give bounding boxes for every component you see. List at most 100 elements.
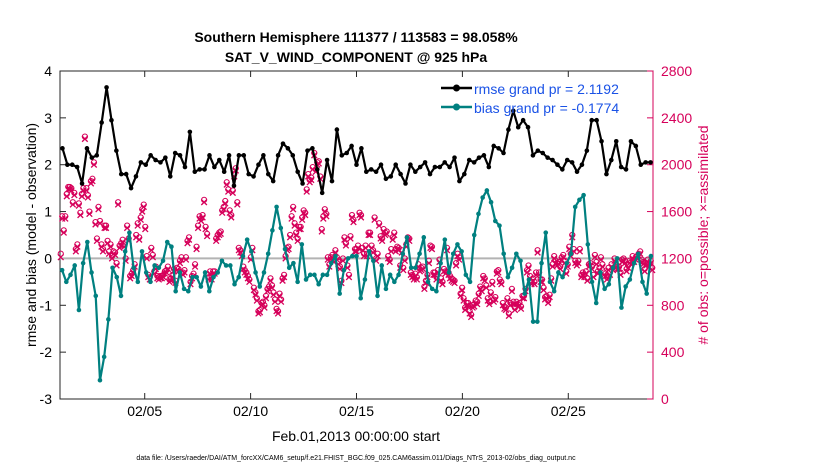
bias-point	[244, 237, 250, 242]
y-left-tick-label: 0	[44, 250, 52, 266]
rmse-point	[241, 153, 247, 158]
obs-assimilated-point	[484, 297, 492, 304]
bias-point	[85, 239, 90, 245]
rmse-point	[520, 117, 526, 123]
rmse-point	[403, 181, 408, 186]
bias-series	[59, 188, 654, 383]
obs-assimilated-point	[295, 225, 303, 233]
obs-assimilated-point	[353, 248, 360, 255]
obs-assimilated-point	[60, 229, 68, 236]
rmse-point	[109, 117, 114, 123]
rmse-point	[221, 169, 227, 175]
rmse-point	[114, 148, 119, 153]
legend-rmse-label: rmse grand pr = 2.1192	[474, 81, 619, 97]
obs-assimilated-point	[71, 191, 78, 199]
obs-assimilated-point	[277, 298, 285, 306]
rmse-point	[530, 153, 536, 158]
rmse-point	[609, 157, 614, 163]
rmse-point	[89, 155, 95, 160]
obs-assimilated-point	[163, 269, 170, 276]
bias-point	[614, 256, 620, 261]
y-right-tick-label: 1200	[661, 250, 692, 266]
rmse-point	[550, 157, 555, 163]
rmse-point	[167, 174, 173, 179]
obs-assimilated-point	[268, 284, 276, 291]
bias-point	[560, 274, 565, 280]
obs-assimilated-point	[291, 222, 298, 229]
bias-point	[421, 235, 427, 240]
bias-point	[270, 228, 275, 233]
bias-point	[97, 377, 103, 383]
obs-assimilated-point	[575, 259, 582, 267]
rmse-point	[604, 171, 609, 177]
obs-assimilated-point	[164, 265, 172, 273]
rmse-point	[280, 141, 286, 146]
rmse-point	[447, 164, 452, 170]
rmse-point	[182, 164, 188, 170]
rmse-point	[285, 146, 291, 151]
bias-point	[358, 295, 364, 301]
obs-assimilated-point	[137, 216, 144, 224]
rmse-point	[569, 160, 575, 165]
obs-assimilated-point	[582, 270, 590, 277]
legend-bias-marker	[453, 103, 460, 111]
bias-point	[539, 260, 544, 266]
obs-assimilated-point	[390, 231, 398, 239]
obs-assimilated-point	[498, 280, 505, 288]
obs-assimilated-point	[212, 237, 220, 245]
obs-assimilated-point	[348, 214, 356, 221]
obs-assimilated-point	[345, 273, 353, 281]
bias-point	[312, 272, 317, 278]
bias-point	[631, 260, 637, 266]
bias-point	[610, 265, 616, 271]
rmse-point	[99, 120, 104, 125]
rmse-point	[413, 169, 418, 175]
obs-assimilated-point	[529, 277, 537, 284]
rmse-point	[300, 181, 305, 186]
rmse-point	[437, 164, 443, 170]
obs-assimilated-point	[366, 231, 374, 239]
rmse-point	[251, 174, 256, 179]
obs-assimilated-point	[181, 269, 188, 276]
rmse-point	[471, 160, 477, 165]
obs-assimilated-point	[386, 258, 393, 266]
obs-assimilated-point	[135, 236, 143, 243]
obs-assimilated-point	[531, 280, 538, 288]
bias-point	[589, 279, 595, 285]
obs-assimilated-point	[464, 302, 472, 309]
rmse-point	[466, 157, 472, 163]
rmse-point	[319, 190, 325, 196]
obs-assimilated-point	[185, 236, 193, 243]
obs-assimilated-point	[294, 237, 301, 245]
bias-point	[467, 279, 473, 285]
rmse-point	[339, 153, 345, 158]
bias-point	[303, 277, 309, 282]
obs-assimilated-point	[378, 237, 386, 245]
obs-assimilated-point	[555, 261, 562, 268]
rmse-point	[177, 153, 183, 158]
obs-assimilated-point	[516, 302, 523, 309]
bias-point	[535, 319, 540, 324]
y-right-tick-label: 2000	[661, 157, 692, 173]
obs-assimilated-point	[72, 248, 80, 255]
obs-assimilated-point	[323, 212, 330, 220]
obs-assimilated-point	[123, 224, 131, 232]
obs-assimilated-point	[148, 246, 155, 254]
obs-assimilated-point	[228, 214, 235, 221]
rmse-point	[525, 124, 531, 130]
rmse-point	[172, 150, 178, 156]
obs-assimilated-point	[57, 253, 65, 261]
bias-point	[198, 284, 204, 289]
bias-point	[349, 253, 355, 259]
obs-assimilated-point	[466, 310, 473, 317]
bias-point	[425, 279, 431, 285]
rmse-point	[648, 160, 653, 165]
rmse-point	[560, 167, 565, 172]
bias-point	[160, 258, 166, 264]
bias-point	[593, 300, 599, 306]
rmse-point	[207, 153, 212, 158]
rmse-point	[236, 153, 242, 158]
obs-assimilated-point	[342, 242, 350, 249]
rmse-point	[476, 155, 482, 160]
obs-assimilated-point	[401, 257, 409, 265]
